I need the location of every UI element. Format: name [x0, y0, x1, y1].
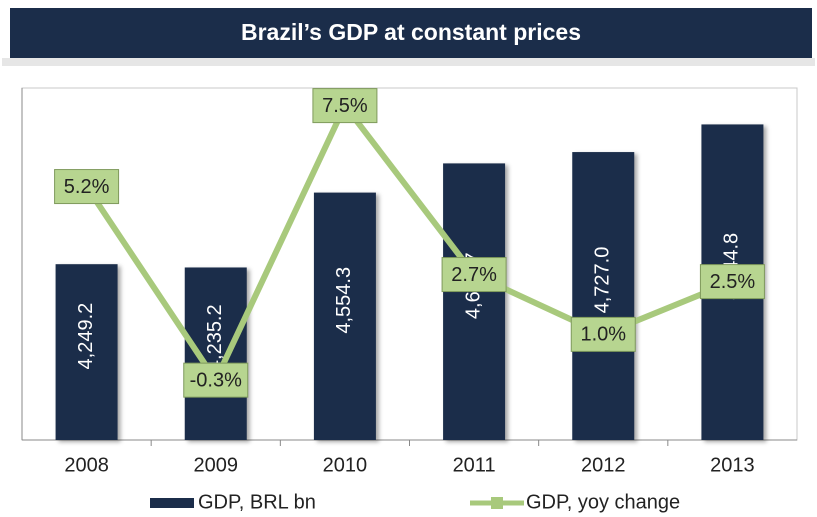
line-value-label: -0.3%: [190, 369, 242, 391]
bar-value-label: 4,235.2: [204, 304, 226, 371]
line-value-label: 1.0%: [580, 324, 626, 346]
line-label-box: [570, 316, 636, 352]
line-value-label: 2.5%: [710, 271, 756, 293]
x-tick-label: 2011: [453, 454, 496, 476]
bar-value-label: 4,727.0: [592, 247, 614, 314]
x-tick-label: 2010: [323, 454, 368, 476]
line-label-box: [312, 88, 378, 124]
x-tick-label: 2008: [64, 454, 109, 476]
bar: [313, 192, 376, 440]
bar: [55, 264, 118, 440]
line-label-box: [699, 264, 765, 300]
legend-label: GDP, BRL bn: [198, 491, 316, 513]
bar-value-label: 4,249.2: [75, 303, 97, 370]
chart-title: Brazil’s GDP at constant prices: [241, 19, 581, 45]
line-value-label: 5.2%: [64, 176, 110, 198]
x-tick-label: 2009: [194, 454, 239, 476]
banner-shadow: [2, 58, 815, 66]
legend-swatch: [150, 498, 194, 508]
x-tick-label: 2013: [710, 454, 755, 476]
line-label-box: [183, 362, 249, 398]
bar-value-label: 4,554.3: [333, 267, 355, 334]
line-label-box: [441, 257, 507, 293]
bar: [572, 152, 635, 440]
legend-marker: [491, 497, 503, 509]
legend-label: GDP, yoy change: [526, 491, 680, 513]
line-value-label: 2.7%: [451, 264, 497, 286]
bar: [443, 163, 506, 440]
line-label-box: [54, 169, 120, 205]
x-tick-label: 2012: [581, 454, 626, 476]
title-banner: [10, 8, 812, 58]
line-value-label: 7.5%: [322, 95, 368, 117]
